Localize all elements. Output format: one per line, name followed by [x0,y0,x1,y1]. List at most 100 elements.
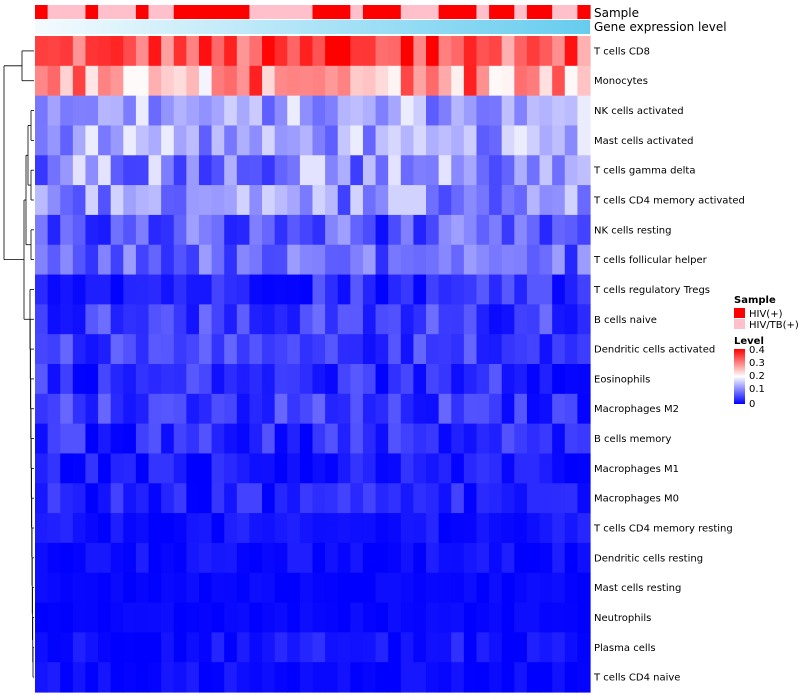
heatmap-cell [552,364,566,395]
heatmap-cell [110,214,124,246]
heatmap-cell [451,393,465,425]
heatmap-cell [123,185,137,216]
heatmap-cell [123,36,137,67]
heatmap-cell [350,125,364,156]
heatmap-cell [236,393,251,425]
heatmap-cell [198,542,213,574]
heatmap-cell [400,95,415,127]
heatmap-cell [514,602,528,633]
heatmap-cell [249,423,263,455]
heatmap-cell [123,214,137,246]
heatmap-cell [375,364,389,395]
heatmap-cell [249,453,263,484]
heatmap-cell [274,125,288,156]
heatmap-cell [110,662,124,693]
heatmap-cell [362,602,377,633]
heatmap-cell [388,125,402,156]
sample-annotation-cell [463,5,478,19]
row-label: Monocytes [594,76,648,87]
heatmap-cell [501,393,515,425]
heatmap-cell [135,632,150,663]
heatmap-cell [224,393,238,425]
heatmap-cell [35,453,49,484]
heatmap-cell [438,214,452,246]
heatmap-cell [476,95,490,127]
heatmap-cell [362,244,377,276]
heatmap-cell [110,36,124,67]
sample-annotation-cell [98,5,112,19]
heatmap-cell [337,572,351,604]
heatmap-cell [274,95,288,127]
heatmap-cell [135,423,150,455]
heatmap-cell [413,185,427,216]
heatmap-cell [350,602,364,633]
heatmap-cell [312,185,326,216]
heatmap-cell [400,155,415,186]
heatmap-cell [287,632,301,663]
heatmap-cell [413,214,427,246]
heatmap-cell [463,274,478,305]
heatmap-cell [337,36,351,67]
heatmap-cell [539,662,553,693]
heatmap-cell [350,274,364,305]
heatmap-cell [438,334,452,365]
heatmap-cell [262,95,276,127]
heatmap-cell [514,125,528,156]
heatmap-cell [501,572,515,604]
heatmap-cell [564,632,578,663]
heatmap-cell [337,274,351,305]
heatmap-cell [148,244,162,276]
heatmap-cell [501,423,515,455]
heatmap-cell [350,572,364,604]
heatmap-cell [463,662,478,693]
heatmap-cell [489,304,503,335]
heatmap-cell [514,632,528,663]
heatmap-cell [476,214,490,246]
heatmap-cell [161,274,175,305]
heatmap-cell [577,36,591,67]
heatmap-cell [262,155,276,186]
row-label: NK cells activated [594,106,684,117]
heatmap-cell [35,334,49,365]
heatmap-cell [186,95,200,127]
heatmap-cell [85,572,99,604]
sample-annotation-cell [350,5,364,19]
heatmap-cell [287,214,301,246]
heatmap-cell [299,542,314,574]
heatmap-cell [564,95,578,127]
heatmap-cell [463,36,478,67]
heatmap-cell [426,185,440,216]
sample-annotation-cell [161,5,175,19]
heatmap-cell [438,95,452,127]
heatmap-cell [564,453,578,484]
heatmap-cell [249,214,263,246]
heatmap-cell [85,304,99,335]
heatmap-cell [526,65,541,97]
heatmap-cell [426,155,440,186]
heatmap-cell [47,632,61,663]
heatmap-cell [312,214,326,246]
heatmap-cell [514,155,528,186]
heatmap-cell [72,244,87,276]
heatmap-cell [110,95,124,127]
sample-annotation-cell [72,5,87,19]
heatmap-cell [413,334,427,365]
heatmap-cell [577,95,591,127]
heatmap-cell [287,155,301,186]
heatmap-cell [173,632,187,663]
heatmap-cell [451,602,465,633]
heatmap-cell [85,393,99,425]
heatmap-cell [35,572,49,604]
expression-annotation-label: Gene expression level [594,20,727,34]
heatmap-cell [211,95,225,127]
heatmap-cell [186,453,200,484]
heatmap-cell [501,513,515,544]
heatmap-cell [224,214,238,246]
heatmap-cell [501,542,515,574]
heatmap-cell [211,602,225,633]
heatmap-cell [236,36,251,67]
heatmap-cell [249,65,263,97]
heatmap-cell [388,304,402,335]
heatmap-cell [350,393,364,425]
heatmap-cell [35,95,49,127]
